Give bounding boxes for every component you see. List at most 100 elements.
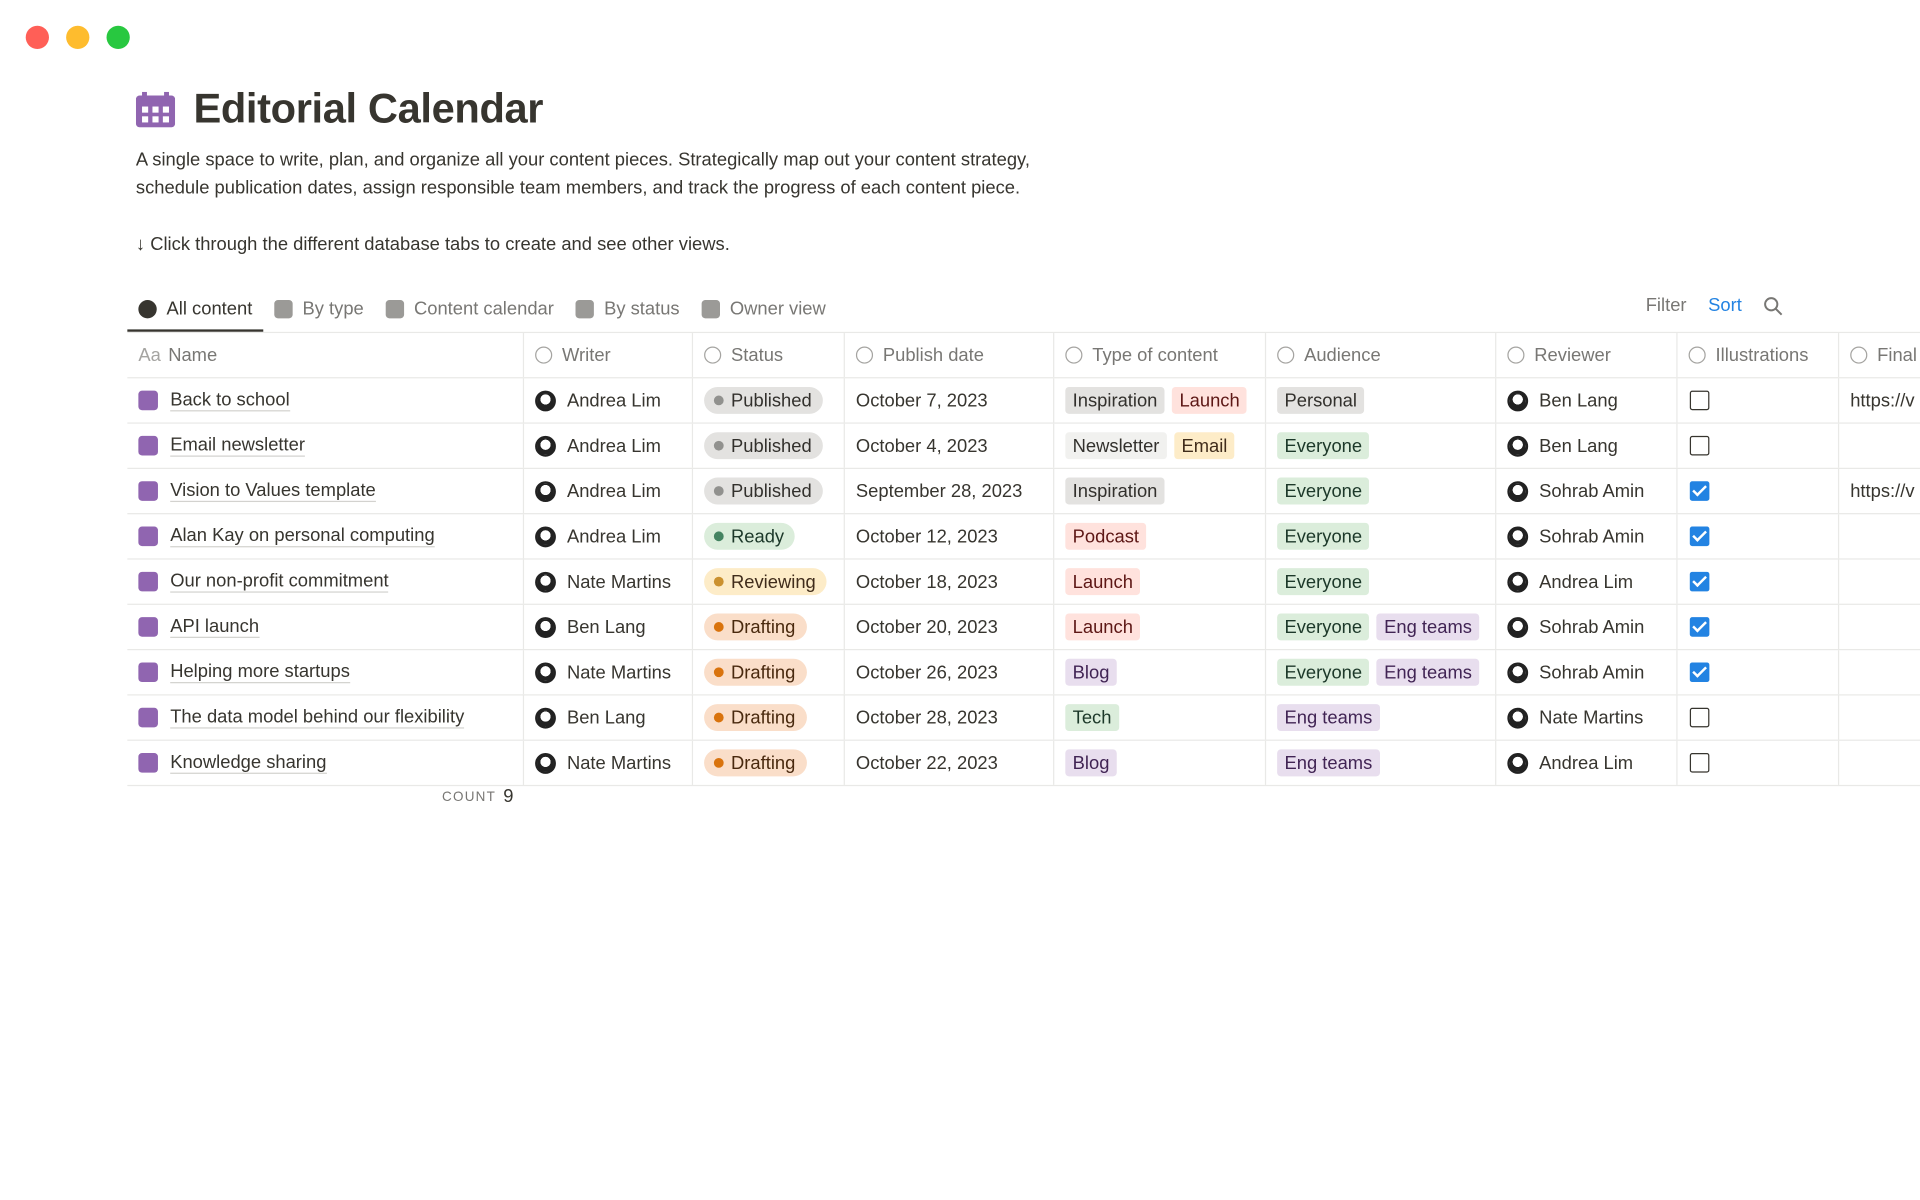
table-cell [1678, 423, 1840, 468]
checkbox[interactable] [1689, 707, 1710, 728]
checkbox[interactable] [1689, 526, 1710, 547]
zoom-button[interactable] [106, 25, 130, 49]
checkbox[interactable] [1689, 753, 1710, 773]
page-link[interactable]: API launch [170, 615, 260, 638]
tab-icon [274, 300, 293, 319]
url[interactable]: https://v [1850, 480, 1915, 502]
column-header[interactable]: Audience [1266, 333, 1497, 378]
tag: Everyone [1277, 613, 1370, 641]
table-cell [1839, 696, 1920, 740]
page-icon [135, 91, 176, 128]
table-cell: October 7, 2023 [845, 378, 1055, 423]
column-header[interactable]: Writer [524, 333, 694, 378]
checkbox[interactable] [1689, 390, 1710, 411]
status-tag: Published [704, 477, 823, 505]
tag: Inspiration [1065, 477, 1165, 505]
checkbox[interactable] [1689, 435, 1710, 456]
page-link[interactable]: Back to school [170, 389, 290, 412]
tab-label: Owner view [729, 298, 826, 320]
checkbox[interactable] [1689, 571, 1710, 592]
page-link[interactable]: The data model behind our flexibility [170, 706, 465, 729]
page-link[interactable]: Our non-profit commitment [170, 570, 389, 593]
avatar [535, 661, 556, 683]
publish-date: October 7, 2023 [855, 390, 988, 411]
url[interactable]: https://v [1850, 390, 1915, 411]
view-tab[interactable]: All content [127, 289, 264, 332]
table-cell: Blog [1054, 650, 1267, 695]
table-row: Helping more startups Nate Martins Draftin… [127, 650, 1920, 696]
table-cell: Email newsletter [127, 423, 525, 468]
tag-label: Drafting [731, 752, 796, 774]
sort-button[interactable]: Sort [1708, 295, 1742, 316]
tab-label: All content [166, 298, 253, 320]
table-cell [1839, 424, 1920, 468]
table-cell: Ben Lang [1496, 378, 1678, 423]
column-title: Type of content [1092, 344, 1218, 366]
column-icon [1065, 346, 1083, 364]
table-cell: Sohrab Amin [1496, 650, 1678, 695]
view-tab[interactable]: Owner view [691, 289, 837, 329]
view-tab[interactable]: By status [565, 289, 691, 329]
page-link[interactable]: Vision to Values template [170, 480, 376, 503]
column-header[interactable]: Final [1839, 333, 1920, 377]
tag: Podcast [1065, 522, 1147, 550]
page-link[interactable]: Helping more startups [170, 661, 350, 684]
table-cell: Alan Kay on personal computing [127, 514, 525, 559]
checkbox[interactable] [1689, 662, 1710, 683]
column-header[interactable]: Type of content [1054, 333, 1267, 378]
tag-label: Published [731, 390, 812, 411]
status-dot [713, 395, 724, 406]
table-cell: Eng teams [1266, 695, 1497, 740]
column-header[interactable]: Status [693, 333, 845, 378]
column-title: Audience [1304, 344, 1381, 366]
checkbox[interactable] [1689, 481, 1710, 501]
view-tab[interactable]: Content calendar [375, 289, 565, 329]
filter-button[interactable]: Filter [1645, 295, 1687, 316]
status-tag: Drafting [704, 658, 807, 686]
column-header[interactable]: Aa Name [127, 333, 525, 378]
search-button[interactable] [1763, 296, 1783, 316]
view-tabs: All content By type Content calendar By sta… [127, 289, 836, 332]
avatar [1507, 571, 1529, 593]
table-cell: Published [693, 423, 845, 468]
page-link[interactable]: Knowledge sharing [170, 751, 327, 774]
table-cell: Everyone Eng teams [1266, 650, 1497, 695]
column-header[interactable]: Reviewer [1496, 333, 1678, 378]
person-name: Nate Martins [566, 752, 672, 774]
column-header[interactable]: Illustrations [1678, 333, 1840, 378]
table-cell [1839, 650, 1920, 694]
status-dot [713, 712, 724, 723]
table-cell: Andrea Lim [524, 514, 694, 559]
table-cell [1678, 378, 1840, 423]
publish-date: October 22, 2023 [855, 752, 998, 774]
person-name: Sohrab Amin [1539, 525, 1645, 547]
column-icon [1850, 346, 1868, 364]
table-cell [1839, 560, 1920, 604]
status-tag: Ready [704, 522, 796, 550]
tag-label: Personal [1284, 390, 1357, 411]
page-link[interactable]: Alan Kay on personal computing [170, 525, 435, 548]
row-icon [138, 753, 158, 773]
checkbox[interactable] [1689, 617, 1710, 637]
person-name: Nate Martins [566, 571, 672, 593]
publish-date: October 20, 2023 [855, 616, 998, 638]
table-cell: Andrea Lim [1496, 740, 1678, 785]
view-tab[interactable]: By type [263, 289, 374, 329]
table-cell [1839, 741, 1920, 785]
column-title: Final [1877, 344, 1917, 366]
tag-label: Everyone [1284, 616, 1363, 638]
page-link[interactable]: Email newsletter [170, 434, 305, 457]
avatar [535, 480, 556, 502]
table-cell: Drafting [693, 650, 845, 695]
table-row: API launch Ben Lang Drafting October 20, 20… [127, 604, 1920, 651]
minimize-button[interactable] [66, 25, 90, 49]
person-name: Andrea Lim [1539, 752, 1634, 774]
count-label: COUNT [442, 789, 497, 805]
table-cell: Andrea Lim [524, 423, 694, 468]
column-header[interactable]: Publish date [845, 333, 1055, 378]
table-cell: Inspiration Launch [1054, 378, 1267, 423]
table-cell: Drafting [693, 695, 845, 740]
row-icon [138, 526, 158, 547]
close-button[interactable] [25, 25, 49, 49]
table-row: Knowledge sharing Nate Martins Drafting Oct… [127, 740, 1920, 787]
